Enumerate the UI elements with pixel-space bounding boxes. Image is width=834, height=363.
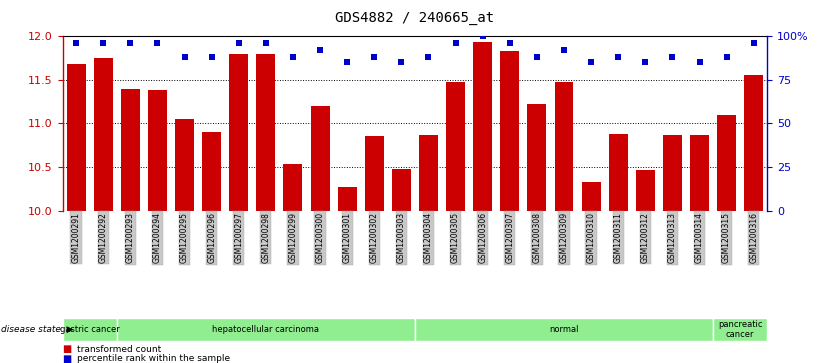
Text: GSM1200310: GSM1200310 — [586, 212, 595, 263]
Text: disease state  ▶: disease state ▶ — [1, 325, 73, 334]
Bar — [473, 42, 492, 211]
Text: GSM1200315: GSM1200315 — [722, 212, 731, 263]
Bar — [175, 119, 194, 211]
Point — [449, 40, 462, 46]
Text: GSM1200303: GSM1200303 — [397, 212, 406, 264]
Point — [368, 54, 381, 60]
Point — [97, 40, 110, 46]
Text: GSM1200300: GSM1200300 — [315, 212, 324, 264]
Bar — [609, 134, 628, 211]
Bar — [310, 106, 329, 211]
Point — [639, 60, 652, 65]
FancyBboxPatch shape — [63, 318, 117, 341]
Bar — [338, 187, 357, 211]
Bar — [555, 82, 574, 211]
Text: GSM1200298: GSM1200298 — [261, 212, 270, 263]
Bar — [446, 82, 465, 211]
Point — [476, 33, 490, 39]
Text: GSM1200294: GSM1200294 — [153, 212, 162, 263]
FancyBboxPatch shape — [117, 318, 415, 341]
Text: GSM1200307: GSM1200307 — [505, 212, 515, 264]
Point — [259, 40, 273, 46]
Text: GSM1200305: GSM1200305 — [451, 212, 460, 264]
Text: GSM1200293: GSM1200293 — [126, 212, 135, 263]
Text: GSM1200313: GSM1200313 — [668, 212, 677, 263]
Bar — [690, 135, 709, 211]
Text: GSM1200302: GSM1200302 — [369, 212, 379, 263]
Text: gastric cancer: gastric cancer — [60, 325, 119, 334]
Point — [394, 60, 408, 65]
Point — [151, 40, 164, 46]
Bar — [636, 170, 655, 211]
Point — [232, 40, 245, 46]
Bar — [717, 115, 736, 211]
Bar — [527, 104, 546, 211]
Text: GSM1200301: GSM1200301 — [343, 212, 352, 263]
Point — [314, 47, 327, 53]
FancyBboxPatch shape — [713, 318, 767, 341]
Point — [611, 54, 625, 60]
Text: GSM1200316: GSM1200316 — [749, 212, 758, 263]
Point — [666, 54, 679, 60]
Text: pancreatic
cancer: pancreatic cancer — [718, 320, 762, 339]
Text: ■: ■ — [63, 344, 72, 354]
Point — [530, 54, 544, 60]
Text: transformed count: transformed count — [77, 345, 161, 354]
Bar — [500, 51, 520, 211]
Point — [178, 54, 191, 60]
Text: GSM1200291: GSM1200291 — [72, 212, 81, 263]
Bar — [202, 132, 221, 211]
Point — [340, 60, 354, 65]
Text: GSM1200296: GSM1200296 — [207, 212, 216, 263]
Text: GSM1200312: GSM1200312 — [641, 212, 650, 263]
FancyBboxPatch shape — [415, 318, 713, 341]
Point — [585, 60, 598, 65]
Bar — [392, 169, 411, 211]
Bar — [67, 64, 86, 211]
Text: ■: ■ — [63, 354, 72, 363]
Text: GSM1200297: GSM1200297 — [234, 212, 244, 263]
Text: GSM1200306: GSM1200306 — [478, 212, 487, 264]
Text: GSM1200292: GSM1200292 — [98, 212, 108, 263]
Point — [422, 54, 435, 60]
Bar — [364, 136, 384, 211]
Point — [747, 40, 761, 46]
Point — [286, 54, 299, 60]
Text: GSM1200304: GSM1200304 — [424, 212, 433, 264]
Bar — [256, 54, 275, 211]
Bar — [148, 90, 167, 211]
Text: GSM1200295: GSM1200295 — [180, 212, 189, 263]
Bar — [581, 182, 600, 211]
Point — [69, 40, 83, 46]
Bar — [121, 89, 140, 211]
Text: GSM1200311: GSM1200311 — [614, 212, 623, 263]
Point — [503, 40, 516, 46]
Text: normal: normal — [550, 325, 579, 334]
Text: GSM1200299: GSM1200299 — [289, 212, 298, 263]
Bar — [284, 164, 303, 211]
Point — [693, 60, 706, 65]
Text: hepatocellular carcinoma: hepatocellular carcinoma — [213, 325, 319, 334]
Bar — [663, 135, 682, 211]
Point — [720, 54, 733, 60]
Bar — [229, 54, 249, 211]
Bar — [744, 75, 763, 211]
Point — [123, 40, 137, 46]
Text: GSM1200308: GSM1200308 — [532, 212, 541, 263]
Text: GSM1200314: GSM1200314 — [695, 212, 704, 263]
Text: percentile rank within the sample: percentile rank within the sample — [77, 354, 230, 363]
Point — [205, 54, 219, 60]
Bar — [93, 58, 113, 211]
Point — [557, 47, 570, 53]
Bar — [419, 135, 438, 211]
Text: GSM1200309: GSM1200309 — [560, 212, 569, 264]
Text: GDS4882 / 240665_at: GDS4882 / 240665_at — [335, 11, 495, 25]
